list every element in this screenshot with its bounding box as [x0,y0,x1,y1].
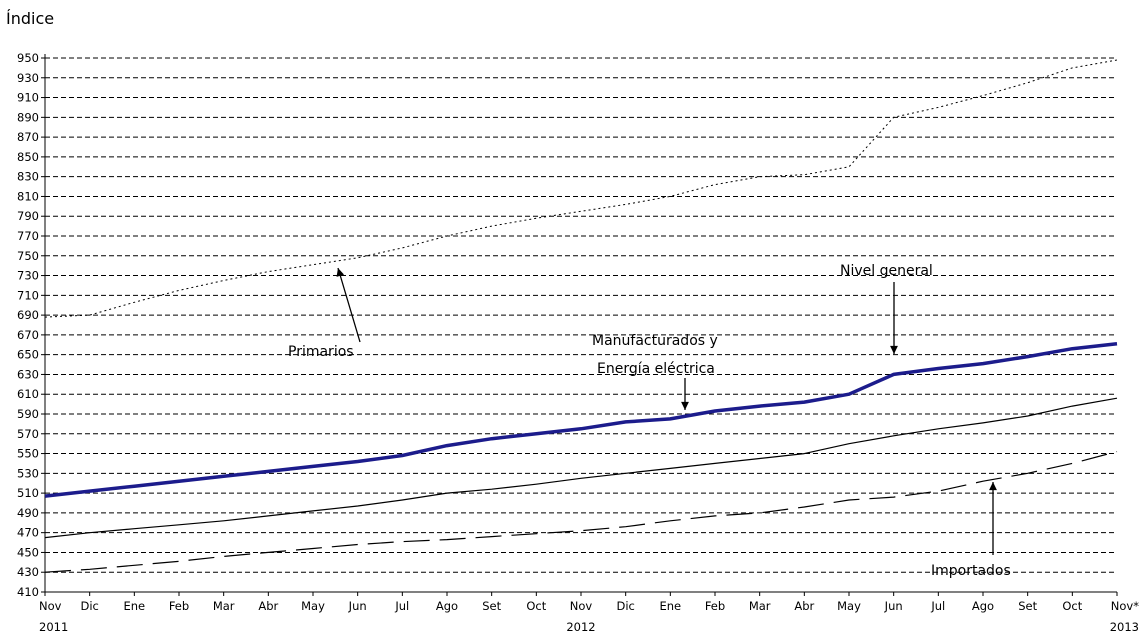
x-tick-label: Ene [124,599,146,613]
y-tick-label: 810 [17,189,39,203]
arrow-nivel-general-head [890,345,898,354]
arrow-manufacturados-head [681,401,689,410]
year-label: 2011 [39,620,68,634]
y-tick-label: 610 [17,387,39,401]
y-tick-label: 870 [17,130,39,144]
y-tick-label: 570 [17,427,39,441]
annotation-importados: Importados [931,563,1011,579]
y-tick-label: 710 [17,288,39,302]
annotation-manufacturados-line1: Manufacturados y [592,333,718,349]
x-tick-label: Mar [749,599,771,613]
x-tick-label: Abr [258,599,278,613]
x-tick-label: Ene [660,599,682,613]
y-tick-label: 530 [17,466,39,480]
x-tick-label: Jul [930,599,945,613]
x-tick-label: Mar [213,599,235,613]
y-tick-label: 550 [17,447,39,461]
x-tick-label: Dic [80,599,98,613]
y-tick-label: 950 [17,51,39,65]
y-tick-label: 650 [17,348,39,362]
x-tick-label: Jun [348,599,367,613]
y-tick-label: 750 [17,249,39,263]
y-tick-label: 490 [17,506,39,520]
x-tick-label: Abr [794,599,814,613]
x-tick-label: Set [1018,599,1037,613]
y-tick-label: 410 [17,585,39,599]
year-label: 2012 [566,620,595,634]
x-tick-label: May [301,599,325,613]
y-tick-label: 630 [17,367,39,381]
x-tick-label: Set [482,599,501,613]
arrow-primarios-head [336,268,345,277]
series-lines [44,59,1118,573]
x-tick-label: Jul [394,599,409,613]
y-tick-label: 430 [17,565,39,579]
x-tick-label: Nov [39,599,62,613]
series-line-0 [44,59,1118,318]
y-tick-label: 850 [17,150,39,164]
x-tick-label: Feb [705,599,725,613]
series-line-2 [44,397,1118,539]
y-tick-label: 590 [17,407,39,421]
year-label: 2013 [1110,620,1139,634]
y-tick-label: 830 [17,170,39,184]
annotation-manufacturados-line2: Energía eléctrica [597,361,715,377]
x-tick-label: Jun [884,599,903,613]
arrow-importados-head [989,482,997,491]
y-tick-label: 790 [17,209,39,223]
y-tick-labels: 410 430 450 470 490 510 530 550 570 590 610 630 650 6… [17,51,39,599]
y-tick-label: 470 [17,526,39,540]
annotations: Primarios Nivel general Manufacturados y… [288,263,1011,579]
y-tick-label: 770 [17,229,39,243]
x-tick-label: Oct [526,599,546,613]
y-tick-label: 730 [17,269,39,283]
y-tick-label: 670 [17,328,39,342]
x-tick-label: Ago [436,599,458,613]
annotation-nivel-general: Nivel general [840,263,933,279]
x-tick-label: Nov [570,599,593,613]
x-tick-label: May [837,599,861,613]
x-tick-label: Ago [972,599,994,613]
y-tick-label: 690 [17,308,39,322]
y-tick-label: 910 [17,91,39,105]
y-tick-label: 890 [17,110,39,124]
x-tick-label: Nov* [1111,599,1139,613]
x-tick-label: Oct [1062,599,1082,613]
x-tick-label: Dic [616,599,634,613]
arrow-primarios [337,267,361,343]
gridlines [45,57,1117,573]
y-tick-label: 510 [17,486,39,500]
x-tick-labels: Nov Dic Ene Feb Mar Abr May Jun Jul Ago Set Oct Nov D… [39,599,1139,634]
x-tick-label: Feb [169,599,189,613]
y-axis-label: Índice [6,9,54,28]
annotation-primarios: Primarios [288,344,354,360]
series-line-1 [44,342,1118,498]
axes [41,54,1118,596]
series-line-3 [44,451,1118,573]
y-tick-label: 930 [17,71,39,85]
y-tick-label: 450 [17,545,39,559]
